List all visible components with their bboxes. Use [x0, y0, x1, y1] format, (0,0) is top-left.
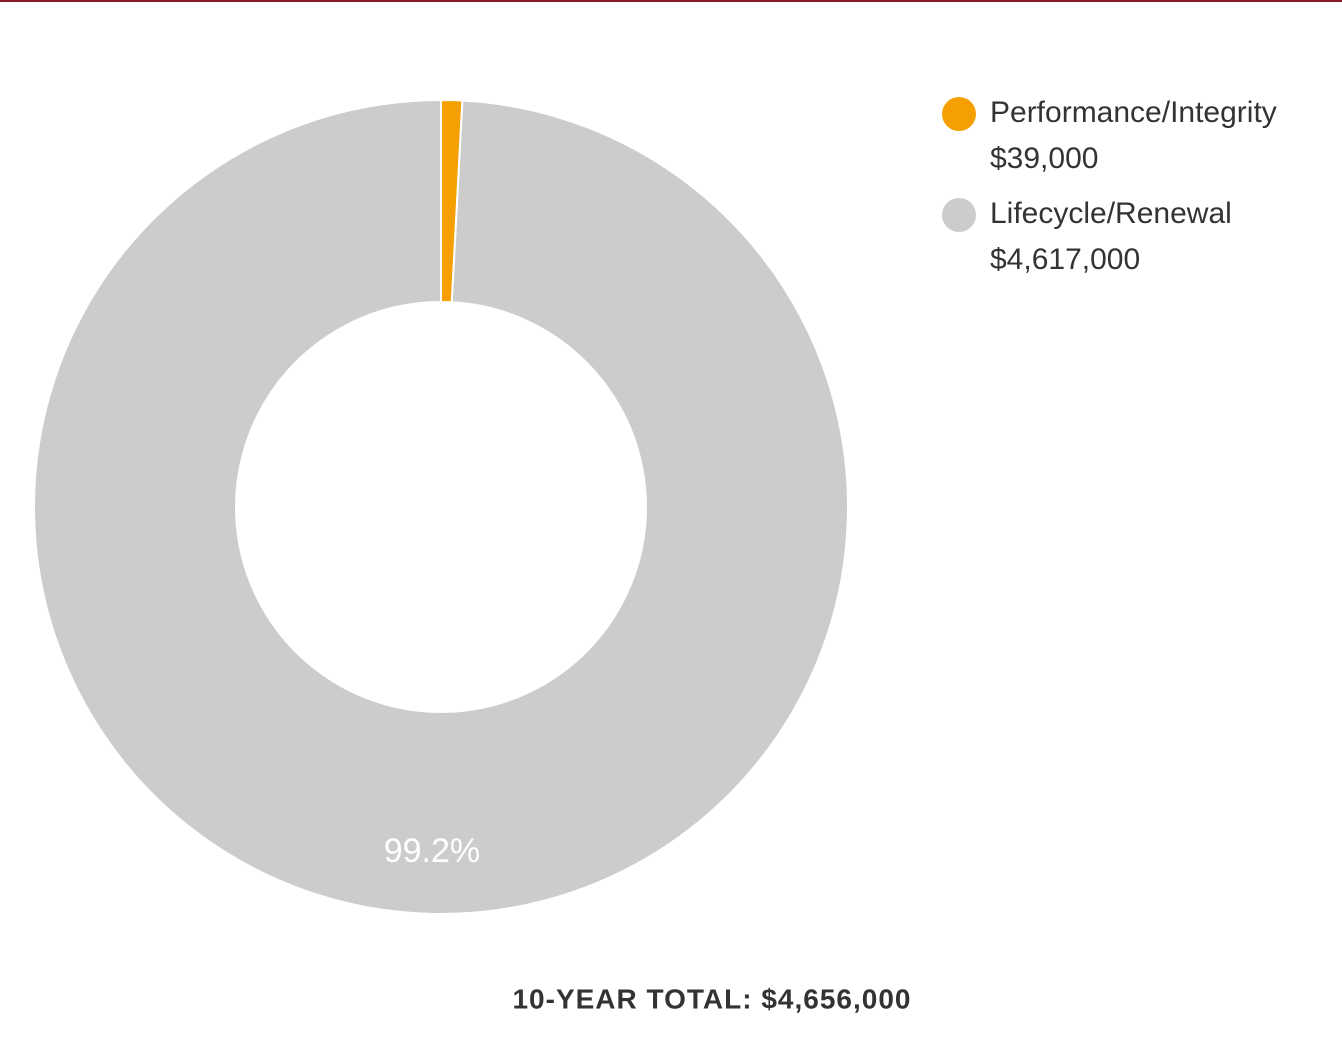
legend-swatch: [942, 97, 976, 131]
top-border: [0, 0, 1342, 2]
legend-value: $4,617,000: [990, 243, 1140, 276]
legend-label: Lifecycle/Renewal: [990, 197, 1232, 230]
slice-label: 99.2%: [384, 832, 480, 870]
slices: 99.2%: [32, 98, 849, 915]
legend-value: $39,000: [990, 142, 1098, 175]
legend: Performance/Integrity $39,000 Lifecycle/Re…: [942, 96, 1277, 276]
total-label: 10-YEAR TOTAL: $4,656,000: [512, 983, 911, 1014]
legend-swatch: [942, 198, 976, 232]
slice: [32, 98, 849, 915]
legend-label: Performance/Integrity: [990, 96, 1277, 129]
